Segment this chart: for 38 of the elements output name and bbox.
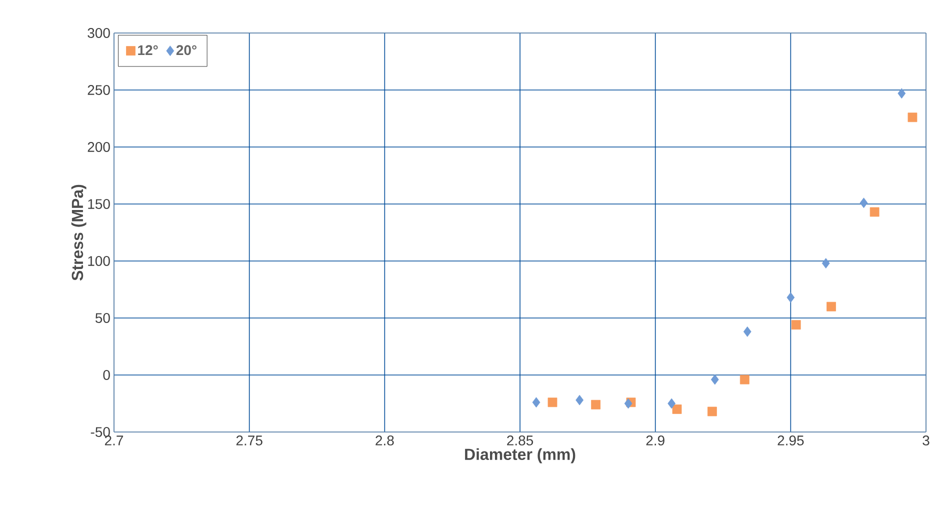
x-tick-label: 2.8	[376, 436, 394, 446]
point	[548, 398, 558, 408]
x-tick-label: 2.9	[646, 436, 664, 446]
y-tick-label: 100	[88, 256, 110, 266]
x-tick-label: 3	[922, 436, 930, 446]
y-axis-title: Stress (MPa)	[71, 184, 86, 280]
point	[591, 400, 600, 410]
y-tick-label: 200	[88, 142, 110, 152]
y-tick-label: 300	[88, 28, 110, 38]
point	[786, 292, 795, 303]
point	[898, 88, 906, 99]
point	[672, 404, 682, 414]
y-tick-label: 250	[88, 85, 110, 95]
point	[860, 198, 868, 208]
legend-label: 20°	[176, 45, 196, 56]
point	[908, 112, 918, 122]
x-tick-label: 2.95	[778, 436, 804, 446]
point	[707, 406, 717, 416]
legend-label: 12°	[138, 45, 158, 55]
point	[826, 302, 836, 312]
point	[740, 374, 750, 384]
x-tick-label: 2.75	[236, 436, 262, 446]
y-tick-label: 0	[103, 370, 110, 380]
point	[743, 326, 752, 337]
point	[822, 258, 830, 268]
point	[624, 398, 632, 409]
y-tick-label: -50	[90, 427, 110, 437]
point	[710, 374, 719, 385]
x-tick-label: 2.7	[104, 436, 124, 446]
y-tick-label: 150	[88, 199, 110, 209]
point	[668, 398, 676, 409]
point	[791, 320, 801, 330]
point	[870, 207, 880, 217]
point	[576, 394, 584, 406]
y-tick-label: 50	[95, 313, 110, 323]
x-tick-label: 2.85	[507, 436, 534, 446]
x-axis-title: Diameter (mm)	[465, 448, 576, 464]
point	[532, 397, 540, 408]
